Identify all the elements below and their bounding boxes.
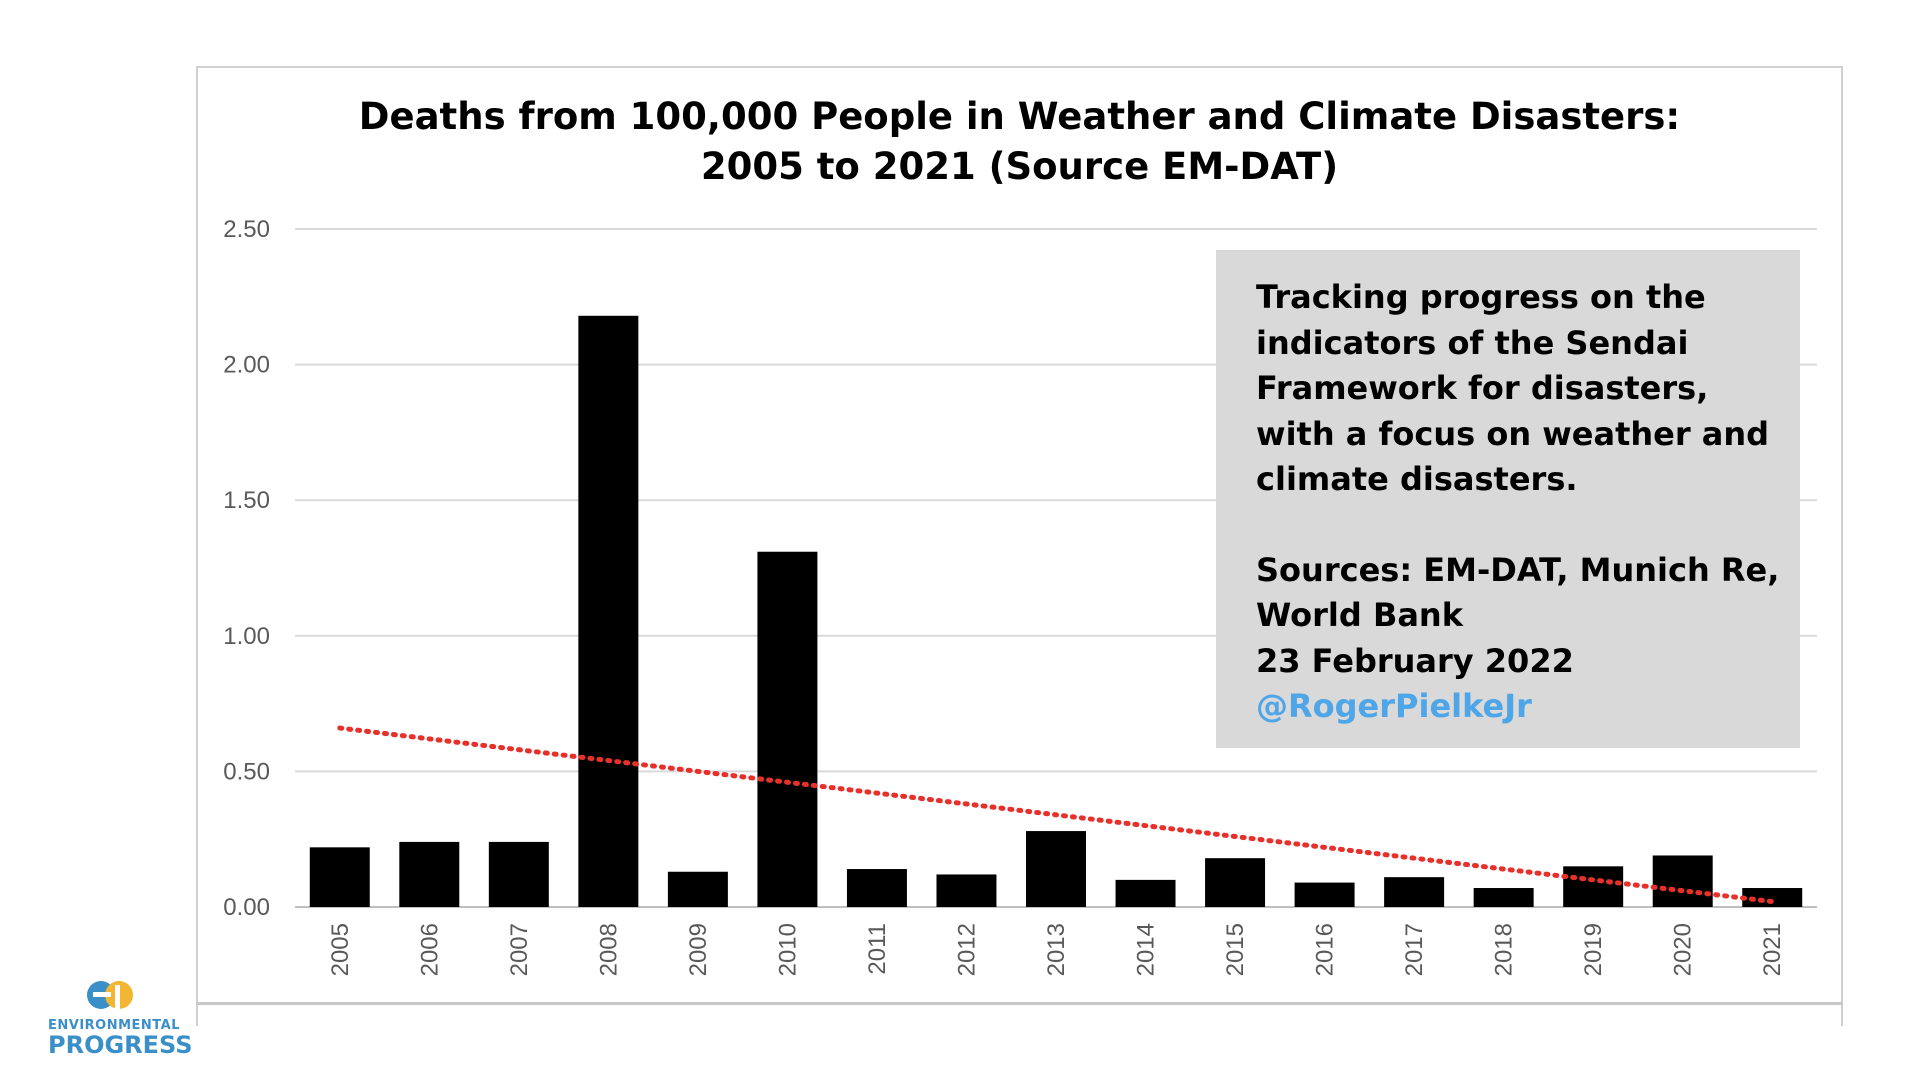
x-tick-label: 2011 [864,923,891,975]
chart-title-line2: 2005 to 2021 (Source EM-DAT) [700,145,1339,188]
chart-frame [196,66,1843,1026]
x-tick-label: 2005 [327,923,354,976]
x-tick-label: 2014 [1133,923,1160,976]
bar [1294,882,1355,907]
x-tick-label: 2006 [416,923,443,976]
bar [846,869,907,907]
x-tick-label: 2013 [1043,923,1070,976]
bar [488,841,549,907]
ep-logo-icon [87,981,133,1009]
annotation-box: Tracking progress on the indicators of t… [1216,250,1800,748]
x-tick-label: 2019 [1580,923,1607,976]
x-tick-label: 2016 [1312,923,1339,976]
y-tick-label: 2.50 [223,216,270,243]
bar [936,874,997,907]
x-tick-label: 2008 [595,923,622,976]
x-tick-label: 2012 [953,923,980,976]
bar [1563,866,1624,907]
x-tick-label: 2018 [1491,923,1518,976]
bar [1205,858,1266,907]
bar [1115,879,1176,907]
annotation-description: Tracking progress on the indicators of t… [1256,278,1770,498]
x-tick-label: 2007 [506,923,533,976]
logo-text-environmental: ENVIRONMENTAL [48,1018,180,1033]
frame-divider [196,1002,1843,1005]
chart-title-line1: Deaths from 100,000 People in Weather an… [358,95,1681,138]
bar [1742,888,1803,907]
bar [578,315,639,907]
y-tick-label: 1.00 [223,623,270,650]
bar [1384,877,1445,907]
trendline [337,725,1775,905]
x-tick-label: 2017 [1401,923,1428,976]
bar [1473,888,1534,907]
x-tick-label: 2021 [1759,923,1786,976]
bar [1026,831,1086,907]
y-tick-label: 0.50 [223,758,270,785]
annotation-handle[interactable]: @RogerPielkeJr [1256,687,1532,725]
environmental-progress-logo: ENVIRONMENTAL PROGRESS [48,975,193,1059]
bar [1652,855,1713,907]
y-tick-label: 0.00 [223,894,270,921]
annotation-date: 23 February 2022 [1256,641,1574,680]
x-tick-label: 2009 [685,923,712,976]
y-tick-label: 1.50 [223,487,270,514]
annotation-sources: Sources: EM-DAT, Munich Re, World Bank [1256,550,1780,635]
x-tick-label: 2010 [774,923,801,976]
bar [757,551,818,907]
x-tick-label: 2015 [1222,923,1249,976]
bar [309,847,370,907]
chart-title: Deaths from 100,000 People in Weather an… [196,92,1843,192]
y-tick-label: 2.00 [223,352,270,379]
x-tick-label: 2020 [1670,923,1697,976]
logo-text-progress: PROGRESS [48,1031,193,1059]
bar [399,841,460,907]
bar [667,871,728,907]
